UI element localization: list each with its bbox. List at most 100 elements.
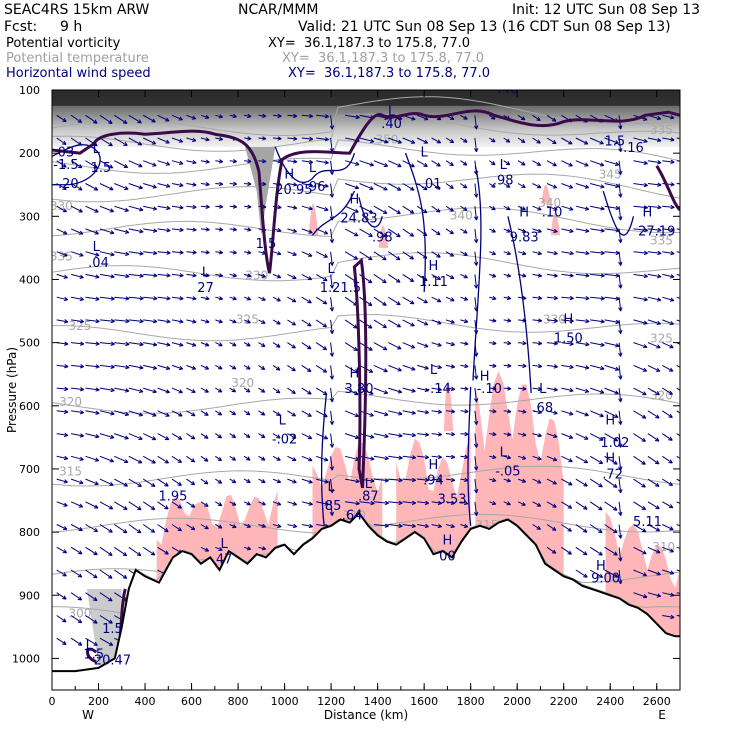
wind-vector [244,227,252,232]
wind-vector [258,342,266,347]
wind-vector [460,363,469,369]
wind-vector [416,228,428,237]
wind-vector [301,433,313,440]
wind-vector [575,250,590,256]
wind-vector [604,478,618,488]
extremum-label: L [388,104,396,119]
wind-vector [215,204,224,209]
wind-vector [287,113,298,119]
wind-vector [633,364,648,372]
wind-vector [56,160,67,168]
wind-vector [431,387,442,392]
wind-vector [99,364,115,369]
wind-vector [99,524,113,533]
wind-vector [171,137,184,143]
wind-vector [589,501,603,511]
wind-vector [590,364,605,371]
wind-vector [70,251,84,257]
wind-vector [388,160,402,168]
wind-speed-contour [404,152,427,293]
extremum-label: .98 [372,231,393,246]
wind-vector [128,160,143,168]
theta-label: 300 [68,606,91,620]
wind-vector [662,524,674,531]
theta-contour [52,139,680,174]
y-tick-label: 200 [19,147,40,160]
extremum-label: L [202,265,210,280]
wind-vector [546,478,557,485]
wind-vector [315,410,328,418]
wind-vector [618,569,623,585]
wind-vector [662,273,675,279]
wind-vector [517,455,527,460]
extremum-label: 9.83 [510,231,539,246]
wind-vector [200,273,210,278]
pv-column-contour [352,257,368,489]
extremum-label: 20.47 [94,654,131,669]
wind-vector [633,296,648,302]
wind-vector [85,546,98,556]
wind-vector [99,160,114,169]
wind-vector [590,387,605,394]
wind-vector [128,183,143,190]
wind-vector [431,137,442,144]
wind-vector [532,363,543,369]
wind-vector [431,160,441,167]
wind-vector [633,455,646,465]
wind-vector [315,273,328,282]
wind-vector [575,387,590,393]
wind-vector [532,205,542,211]
wind-vector [561,501,573,509]
wind-vector [590,228,605,233]
wind-vector [590,273,605,278]
wind-vector [546,501,557,508]
wind-vector [243,501,251,506]
wind-vector [546,137,557,145]
field-name-wind: Horizontal wind speed [6,66,151,81]
extremum-label: 47 [216,553,233,568]
wind-vector [143,319,158,324]
wind-vector [143,296,158,301]
wind-vector [503,318,512,323]
wind-vector [71,364,85,369]
wind-vector [489,477,497,483]
wind-vector [215,546,223,551]
wind-vector [416,160,428,167]
wind-vector [604,410,619,418]
wind-vector [114,364,130,370]
extremum-label: H [605,414,615,429]
wind-vector [272,342,281,348]
wind-vector [215,455,223,462]
wind-vector [633,387,647,396]
wind-vector [157,319,171,324]
extremum-label: 96 [309,180,326,195]
extremum-label: .04 [88,256,109,271]
wind-vector [258,455,266,461]
wind-vector [546,364,558,369]
wind-vector [618,501,623,516]
wind-vector [489,183,496,188]
wind-vector [301,228,313,234]
extremum-label: 9.00 [591,572,620,587]
wind-vector [473,274,479,289]
wind-vector [402,137,416,144]
wind-vector [85,637,98,646]
extremum-label: 00 [439,550,456,565]
wind-vector [473,456,479,471]
wind-vector [618,251,623,266]
wind-vector [546,295,558,301]
theta-label: 320 [231,376,254,390]
wind-vector [633,227,649,233]
wind-vector [244,136,252,141]
wind-vector [416,183,428,191]
wind-vector [229,273,237,278]
wind-vector [431,342,442,347]
wind-vector [503,205,511,211]
wind-vector [489,205,496,211]
wind-vector [344,342,358,351]
wind-vector [647,592,662,598]
extremum-label: H [429,458,439,473]
wind-vector [373,455,389,461]
wind-vector [315,251,328,258]
wind-vector [402,183,415,191]
